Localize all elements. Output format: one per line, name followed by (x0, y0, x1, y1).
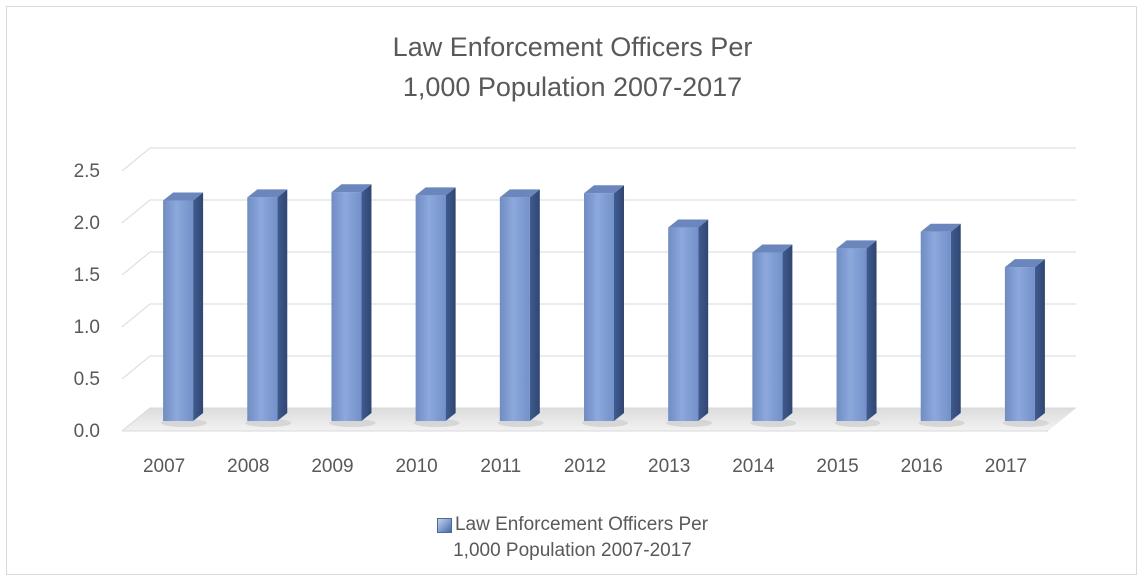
bar-side (1034, 259, 1045, 421)
x-tick-label: 2008 (227, 456, 269, 477)
bar (752, 252, 783, 421)
legend: Law Enforcement Officers Per 1,000 Popul… (0, 512, 1145, 564)
y-tick-label: 1.0 (74, 317, 100, 338)
y-tick-label: 0.5 (74, 369, 100, 390)
bar (163, 200, 194, 421)
bar-top (247, 189, 288, 198)
chart-title-line-1: Law Enforcement Officers Per (392, 32, 753, 62)
bar-side (866, 240, 877, 421)
legend-label-line-2: 1,000 Population 2007-2017 (453, 540, 692, 561)
bar-top (1004, 259, 1045, 268)
gridline-diagonal (121, 251, 151, 276)
x-tick-label: 2007 (143, 456, 185, 477)
gridline-diagonal (121, 355, 151, 380)
chart-title-line-2: 1,000 Population 2007-2017 (402, 72, 743, 102)
bar (920, 231, 951, 421)
bar-top (331, 184, 372, 193)
bar (668, 227, 699, 421)
bar (584, 193, 614, 421)
gridline-diagonal (121, 407, 151, 432)
bar-side (782, 244, 793, 421)
x-tick-label: 2015 (816, 456, 858, 477)
bar (499, 197, 530, 421)
bar-side (698, 219, 709, 421)
x-tick-label: 2010 (395, 456, 437, 477)
bar (247, 197, 278, 421)
y-tick-label: 2.5 (74, 161, 100, 182)
bar-top (752, 244, 793, 253)
x-tick-label: 2012 (564, 456, 606, 477)
bar-side (193, 192, 204, 421)
bar-top (499, 189, 540, 198)
bar (836, 248, 867, 421)
bar-top (668, 219, 709, 228)
bar (415, 195, 446, 421)
gridline-diagonal (121, 303, 151, 328)
legend-swatch-icon (436, 517, 452, 533)
y-axis: 0.0 0.5 1.0 1.5 2.0 2.5 (74, 161, 100, 442)
bar-top (920, 223, 961, 232)
x-tick-label: 2011 (480, 456, 521, 477)
bar (331, 192, 362, 421)
bar-side (950, 223, 961, 421)
bar-top (584, 185, 624, 194)
bar-side (529, 189, 540, 421)
x-axis-labels: 2007 2008 2009 2010 2011 2012 2013 2014 2015 2016… (143, 456, 1027, 477)
gridline-diagonal (121, 147, 151, 172)
bar-side (614, 185, 624, 421)
bar (1004, 267, 1035, 421)
x-tick-label: 2009 (311, 456, 353, 477)
x-tick-label: 2017 (985, 456, 1027, 477)
bar-top (836, 240, 877, 249)
bar-top (415, 187, 456, 196)
y-tick-label: 2.0 (74, 213, 100, 234)
bar-top (163, 192, 204, 201)
x-tick-label: 2014 (732, 456, 775, 477)
y-tick-label: 0.0 (74, 421, 100, 442)
x-tick-label: 2016 (901, 456, 943, 477)
gridline-diagonal (121, 199, 151, 224)
bars (161, 184, 1049, 427)
bar-side (361, 184, 372, 421)
x-tick-label: 2013 (648, 456, 690, 477)
legend-label-line-1: Law Enforcement Officers Per (454, 514, 709, 535)
y-tick-label: 1.5 (74, 265, 100, 286)
bar-side (445, 187, 456, 421)
bar-side (277, 189, 288, 421)
